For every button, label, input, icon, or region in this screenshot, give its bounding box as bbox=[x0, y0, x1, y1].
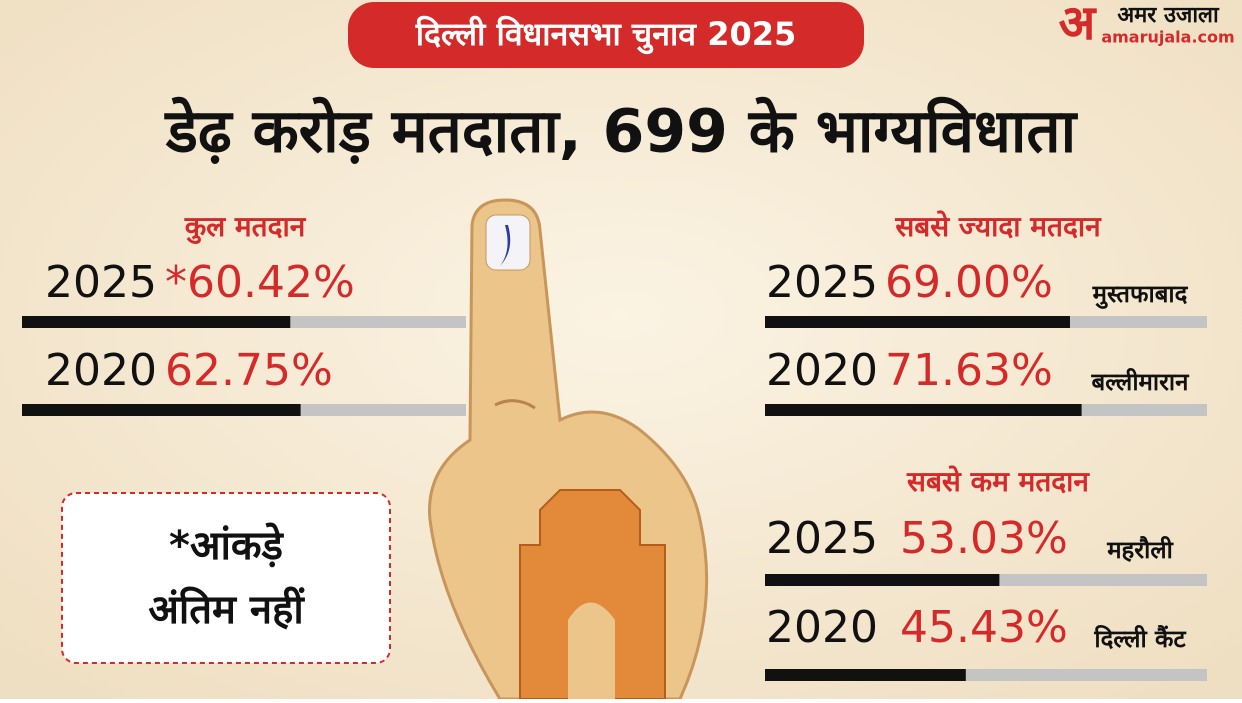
turnout-label: 69.00% bbox=[885, 257, 1053, 308]
year: 2025 bbox=[45, 257, 157, 308]
section-heading: कुल मतदान bbox=[184, 210, 307, 244]
year: 2020 bbox=[766, 602, 878, 653]
title: डेढ़ करोड़ मतदाता, 699 के भाग्यविधाता bbox=[164, 97, 1079, 167]
section-heading: सबसे कम मतदान bbox=[906, 465, 1090, 498]
turnout-label: 53.03% bbox=[900, 513, 1068, 564]
logo-name: अमर उजाला bbox=[1117, 3, 1220, 28]
note-box: *आंकड़े अंतिम नहीं bbox=[61, 492, 391, 664]
year: 2020 bbox=[766, 345, 878, 396]
constituency: दिल्ली कैंट bbox=[1093, 625, 1186, 653]
logo-site: amarujala.com bbox=[1101, 28, 1234, 47]
turnout-bar bbox=[22, 316, 291, 328]
section-heading: सबसे ज्यादा मतदान bbox=[894, 210, 1102, 243]
year: 2025 bbox=[766, 513, 878, 564]
turnout-label: *60.42% bbox=[165, 257, 355, 308]
turnout-label: 71.63% bbox=[885, 345, 1053, 396]
note-line: *आंकड़े bbox=[169, 522, 285, 569]
badge bbox=[348, 2, 864, 68]
turnout-bar bbox=[22, 404, 301, 416]
turnout-bar bbox=[765, 574, 1000, 586]
turnout-bar bbox=[765, 316, 1070, 328]
finger-illustration bbox=[428, 198, 709, 701]
constituency: मुस्तफाबाद bbox=[1092, 280, 1189, 309]
badge-text: दिल्ली विधानसभा चुनाव 2025 bbox=[415, 15, 797, 55]
turnout-label: 62.75% bbox=[165, 345, 333, 396]
year: 2020 bbox=[45, 345, 157, 396]
logo-mark: अ bbox=[1059, 0, 1098, 51]
turnout-label: 45.43% bbox=[900, 602, 1068, 653]
turnout-bar bbox=[765, 669, 966, 681]
turnout-bar bbox=[765, 404, 1082, 416]
year: 2025 bbox=[766, 257, 878, 308]
constituency: बल्लीमारान bbox=[1091, 368, 1191, 396]
note-line: अंतिम नहीं bbox=[148, 586, 305, 633]
constituency: महरौली bbox=[1106, 536, 1173, 564]
